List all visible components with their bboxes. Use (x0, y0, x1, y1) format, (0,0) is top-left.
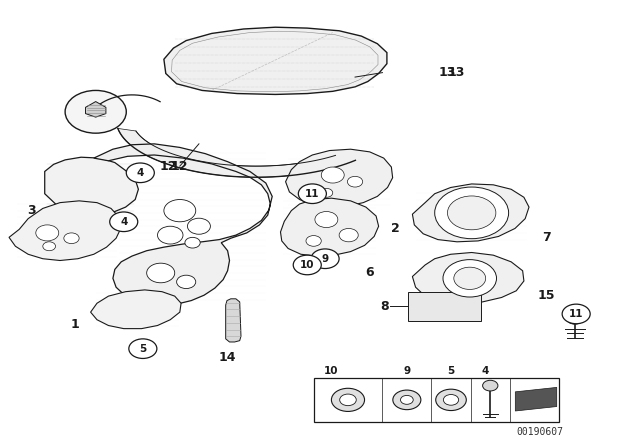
Text: 1: 1 (70, 318, 79, 331)
Circle shape (401, 396, 413, 404)
Circle shape (43, 242, 56, 251)
Circle shape (129, 339, 157, 358)
Text: 13: 13 (447, 66, 465, 79)
FancyBboxPatch shape (314, 378, 559, 422)
Circle shape (109, 212, 138, 232)
Circle shape (185, 237, 200, 248)
Polygon shape (412, 253, 524, 303)
Circle shape (483, 380, 498, 391)
Circle shape (298, 184, 326, 203)
Circle shape (188, 218, 211, 234)
Polygon shape (164, 27, 387, 95)
Text: 3: 3 (28, 204, 36, 217)
Circle shape (293, 255, 321, 275)
Polygon shape (86, 102, 106, 117)
Circle shape (65, 90, 126, 133)
Text: 5: 5 (447, 366, 454, 376)
Text: 12: 12 (171, 159, 189, 172)
Text: 9: 9 (403, 366, 410, 376)
Polygon shape (45, 157, 138, 214)
Circle shape (444, 395, 459, 405)
Text: 4: 4 (481, 366, 489, 376)
Text: 8: 8 (380, 300, 389, 313)
Polygon shape (91, 290, 181, 329)
Polygon shape (118, 129, 355, 177)
Text: 2: 2 (391, 222, 399, 235)
Text: 6: 6 (365, 267, 374, 280)
Text: 14: 14 (219, 351, 236, 364)
Circle shape (126, 163, 154, 183)
Circle shape (320, 188, 333, 197)
Text: 7: 7 (542, 231, 550, 244)
Text: 11: 11 (305, 189, 319, 199)
Circle shape (147, 263, 175, 283)
Text: 13: 13 (439, 66, 456, 79)
Circle shape (562, 304, 590, 324)
Polygon shape (9, 201, 121, 260)
Circle shape (566, 313, 583, 324)
Circle shape (64, 233, 79, 244)
Circle shape (315, 211, 338, 228)
Polygon shape (280, 198, 379, 256)
Polygon shape (515, 388, 557, 411)
Text: 00190607: 00190607 (516, 427, 563, 437)
Circle shape (393, 390, 421, 409)
Circle shape (177, 275, 196, 289)
Polygon shape (226, 299, 241, 342)
Text: 15: 15 (538, 289, 555, 302)
Text: 4: 4 (120, 217, 127, 227)
Circle shape (454, 267, 486, 289)
Text: 12: 12 (159, 159, 177, 172)
Circle shape (332, 388, 365, 411)
FancyBboxPatch shape (408, 292, 481, 321)
Circle shape (321, 167, 344, 183)
Polygon shape (172, 31, 378, 92)
Circle shape (36, 225, 59, 241)
Circle shape (306, 236, 321, 246)
Polygon shape (94, 144, 272, 305)
Circle shape (447, 196, 496, 230)
Circle shape (435, 187, 509, 239)
Text: 5: 5 (140, 344, 147, 353)
Circle shape (436, 389, 467, 410)
Text: 4: 4 (136, 168, 144, 178)
Polygon shape (285, 149, 393, 207)
Text: 10: 10 (324, 366, 339, 376)
Circle shape (157, 226, 183, 244)
Polygon shape (412, 184, 529, 242)
Text: 11: 11 (569, 309, 584, 319)
Circle shape (164, 199, 196, 222)
Circle shape (339, 228, 358, 242)
Circle shape (311, 249, 339, 268)
Circle shape (340, 394, 356, 405)
Circle shape (443, 260, 497, 297)
Text: 10: 10 (300, 260, 314, 270)
Circle shape (348, 177, 363, 187)
Text: 9: 9 (321, 254, 329, 264)
